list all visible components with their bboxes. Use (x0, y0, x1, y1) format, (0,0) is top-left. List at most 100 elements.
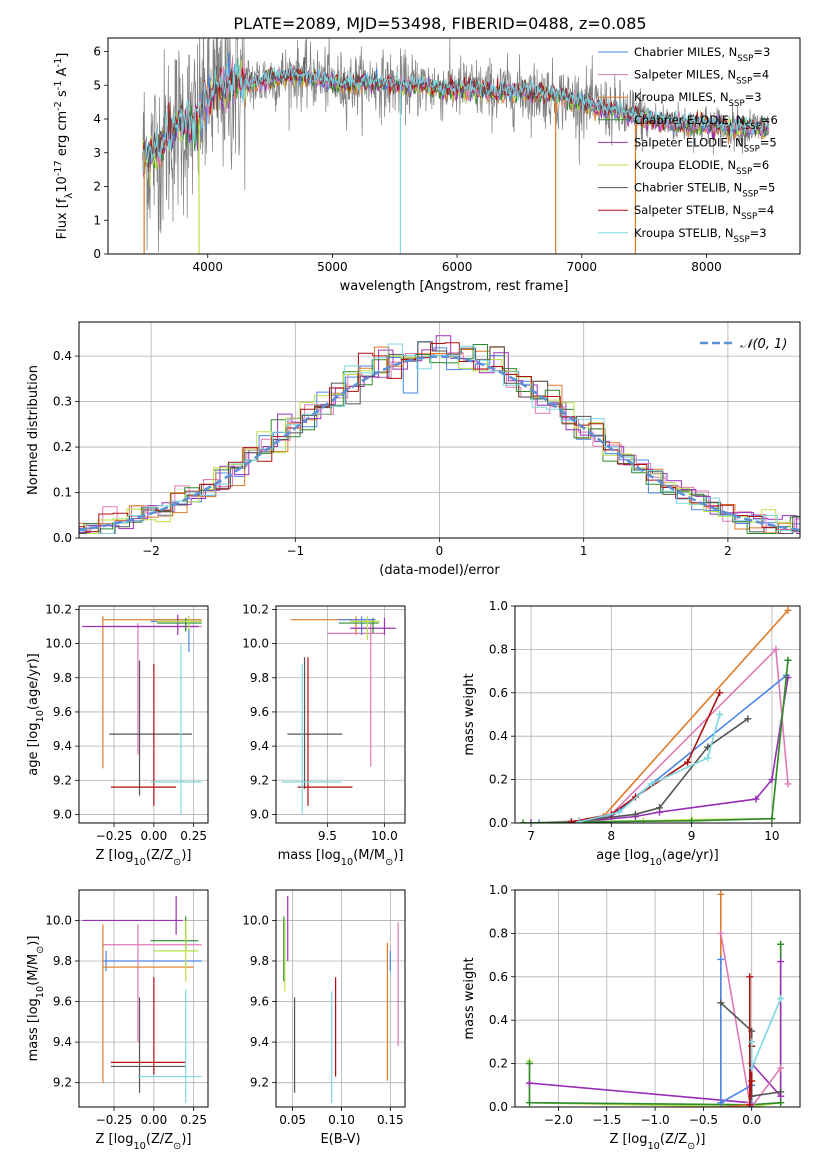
age_vs_Z-point-kroupa_elodie (157, 616, 202, 630)
mass_weight_vs_Z-ytick-label: 0.8 (489, 926, 508, 940)
residuals-ytick-label: 0.0 (53, 531, 72, 545)
age_vs_Z-xlabel: Z [log10(Z/Z⊙)] (96, 848, 192, 868)
spectrum-axes: 4000 5000 6000 7000 8000 0 1 2 3 4 5 6 wavelength [A… (53, 45, 722, 295)
mass_weight_vs_Z-ytick-label: 1.0 (489, 883, 508, 897)
mass_vs_Z-xtick-label: 0.00 (140, 1113, 167, 1127)
mass_weight_vs_age-ylabel: mass weight (462, 673, 477, 755)
mass_vs_Z-xtick-label: 0.25 (180, 1113, 207, 1127)
age_vs_mass-point-salpeter_stelib (297, 657, 353, 806)
mass_weight_vs_age-marker-salpeter_stelib (684, 758, 692, 766)
mass_weight_vs_age-marker-salpeter_miles (772, 645, 780, 653)
age_vs_mass-point-chabrier_miles (338, 616, 376, 636)
age_vs_mass-ytick-label: 9.6 (250, 705, 269, 719)
mass_weight_vs_age-ytick-label: 0.8 (489, 642, 508, 656)
mass_weight_vs_age-marker-kroupa_stelib (575, 818, 583, 823)
age_vs_Z-point-salpeter_elodie (82, 614, 199, 636)
spectrum-xtick-label: 5000 (317, 260, 348, 274)
mass_weight_vs_Z-ytick-label: 0.2 (489, 1057, 508, 1071)
mass_weight_vs_Z-ytick-label: 0.6 (489, 970, 508, 984)
mass_weight_vs_age-marker-kroupa_stelib (647, 780, 655, 788)
mass_vs_ebv-axes: 0.05 0.10 0.15 9.2 9.4 9.6 9.8 10.0 E(B-V) (242, 890, 405, 1147)
mass_weight_vs_age-marker-chabrier_elodie (688, 817, 696, 823)
age_vs_mass-ytick-label: 9.0 (250, 807, 269, 821)
mass_weight_vs_age-ytick-label: 1.0 (489, 599, 508, 613)
mass_vs_ebv-xtick-label: 0.15 (377, 1113, 404, 1127)
age_vs_mass-point-salpeter_miles (327, 623, 385, 767)
residuals-xtick-label: −2 (142, 544, 160, 558)
mass_weight_vs_Z-ylabel: mass weight (462, 957, 477, 1039)
mass_weight_vs_age-marker-chabrier_elodie (519, 819, 527, 823)
mass_weight_vs_Z-xtick-label: −1.0 (641, 1113, 670, 1127)
mass_weight_vs_age-marker-salpeter_stelib (567, 818, 575, 823)
mass_weight_vs_age-marker-chabrier_elodie (768, 815, 776, 823)
mass_weight_vs_Z-marker-salpeter_miles (777, 1064, 785, 1072)
mass_vs_Z-plot-area (82, 896, 202, 1103)
mass_weight_vs_age-xtick-label: 10 (764, 829, 779, 843)
spectrum-ytick-label: 3 (93, 146, 101, 160)
residuals-hist-salpeter_elodie (79, 335, 800, 534)
legend-entry-salpeter_elodie: Salpeter ELODIE, NSSP=5 (634, 135, 777, 154)
mass_weight_vs_Z-marker-kroupa_stelib (777, 995, 785, 1002)
mass_weight_vs_age-marker-kroupa_stelib (716, 711, 724, 718)
spectrum-frame (107, 37, 801, 255)
mass_weight_vs_Z-plot-area (525, 890, 785, 1107)
mass_weight_vs_Z-marker-chabrier_miles (717, 955, 725, 963)
legend-entry-kroupa_elodie: Kroupa ELODIE, NSSP=6 (634, 158, 769, 177)
age_vs_mass-ytick-label: 10.0 (242, 637, 269, 651)
mass_weight_vs_age-marker-salpeter_miles (784, 780, 792, 788)
mass_vs_Z-ylabel: mass [log10(M/M⊙)] (26, 936, 46, 1062)
mass_weight_vs_Z-frame (514, 889, 801, 1108)
spectrum-ylabel: Flux [fλ10-17 erg cm-2 s-1 A-1] (53, 53, 75, 240)
age_vs_Z-frame (78, 605, 209, 824)
residuals-frame (78, 321, 801, 539)
mass_weight_vs_Z-marker-chabrier_stelib (717, 999, 725, 1007)
spectrum-ytick-label: 6 (93, 45, 101, 59)
legend-entry-kroupa_miles: Kroupa MILES, NSSP=3 (634, 90, 762, 109)
mass_weight_vs_Z-ytick-label: 0.4 (489, 1013, 508, 1027)
mass_vs_Z-xlabel: Z [log10(Z/Z⊙)] (96, 1132, 192, 1152)
mass_weight_vs_age-xlabel: age [log10(age/yr)] (596, 848, 719, 868)
age_vs_mass-point-chabrier_elodie (338, 617, 379, 634)
spectrum-ytick-label: 1 (93, 213, 101, 227)
residuals-ytick-label: 0.1 (53, 486, 72, 500)
mass_weight_vs_Z-marker-salpeter_miles (717, 929, 725, 937)
age_vs_mass-axes: 9.5 10.0 9.0 9.2 9.4 9.6 9.8 10.0 10.2 mass [log1… (242, 602, 405, 868)
age_vs_Z-xtick-label: 0.00 (140, 829, 167, 843)
legend-entry-normal: 𝒩(0, 1) (740, 337, 787, 352)
age_vs_mass-point-kroupa_stelib (281, 664, 342, 815)
mass_weight_vs_Z-xlabel: Z [log10(Z/Z⊙)] (610, 1132, 706, 1152)
mass_weight_vs_Z-marker-salpeter_stelib (746, 1101, 754, 1107)
age_vs_Z-ytick-label: 9.2 (53, 773, 72, 787)
age_vs_Z-xtick-label: 0.25 (180, 829, 207, 843)
mass_weight_vs_Z-marker-salpeter_elodie (777, 958, 785, 966)
residuals-plot-area (79, 335, 800, 534)
legend-entry-kroupa_stelib: Kroupa STELIB, NSSP=3 (634, 226, 767, 245)
residuals-xtick-label: 1 (580, 544, 588, 558)
mass_vs_Z-ytick-label: 9.4 (53, 1035, 72, 1049)
age_vs_Z-plot-area (82, 614, 202, 815)
residuals-legend: 𝒩(0, 1) (700, 337, 787, 352)
mass_weight_vs_age-marker-salpeter_elodie (768, 776, 776, 784)
mass_weight_vs_Z-marker-chabrier_stelib (777, 1088, 785, 1096)
residuals-ytick-label: 0.3 (53, 395, 72, 409)
age_vs_Z-ytick-label: 9.4 (53, 739, 72, 753)
mass_vs_ebv-ytick-label: 9.2 (250, 1076, 269, 1090)
mass_weight_vs_age-marker-kroupa_stelib (704, 754, 712, 762)
mass_weight_vs_age-marker-chabrier_stelib (656, 804, 664, 812)
legend-entry-chabrier_stelib: Chabrier STELIB, NSSP=5 (634, 181, 775, 200)
age_vs_mass-point-chabrier_stelib (287, 657, 343, 789)
mass_weight_vs_age-marker-kroupa_stelib (615, 808, 623, 816)
mass_weight_vs_age-marker-salpeter_stelib (716, 689, 724, 697)
spectrum-legend: Chabrier MILES, NSSP=3 Salpeter MILES, NS… (598, 45, 778, 245)
mass_vs_Z-point-salpeter_elodie (82, 896, 183, 935)
mass_vs_ebv-ytick-label: 9.4 (250, 1035, 269, 1049)
spectrum-ytick-label: 4 (93, 112, 101, 126)
age_vs_mass-ytick-label: 10.2 (242, 602, 269, 616)
mass_weight_vs_Z-marker-chabrier_elodie (777, 1099, 785, 1107)
mass_vs_ebv-xtick-label: 0.10 (328, 1113, 355, 1127)
mass_weight_vs_Z-marker-kroupa_miles (717, 890, 725, 898)
mass_weight_vs_Z-marker-chabrier_elodie (777, 940, 785, 948)
mass_weight_vs_age-marker-chabrier_stelib (631, 810, 639, 818)
spectrum-ytick-label: 5 (93, 78, 101, 92)
residuals-hist-chabrier_miles (79, 341, 800, 534)
